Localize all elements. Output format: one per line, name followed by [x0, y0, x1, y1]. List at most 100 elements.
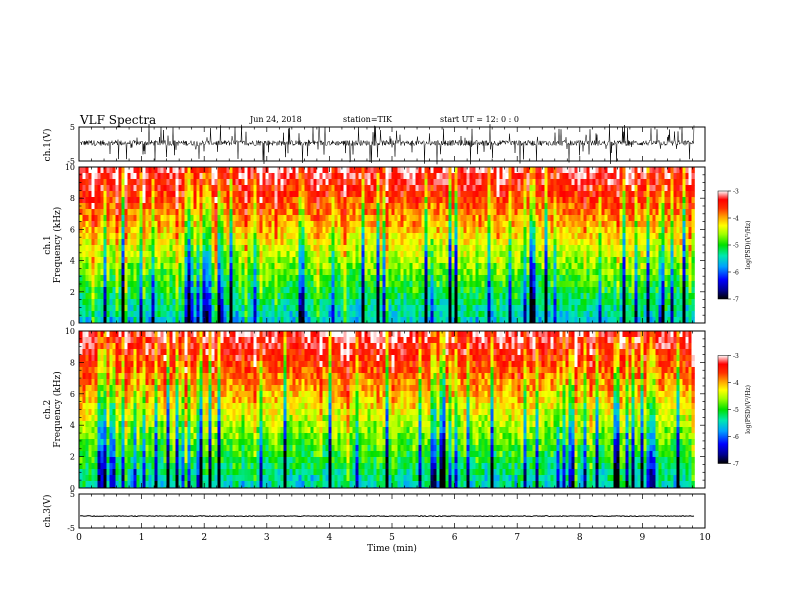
spectrogram-cell — [406, 245, 410, 252]
spectrogram-cell — [154, 191, 158, 198]
spectrogram-cell — [532, 311, 536, 318]
spectrogram-cell — [271, 281, 275, 288]
spectrogram-cell — [430, 311, 434, 318]
spectrogram-cell — [550, 185, 554, 192]
spectrogram-cell — [85, 311, 89, 318]
spectrogram-cell — [133, 305, 137, 312]
spectrogram-cell — [244, 311, 248, 318]
spectrogram-cell — [313, 197, 317, 204]
spectrogram-cell — [607, 257, 611, 264]
spectrogram-cell — [436, 215, 440, 222]
spectrogram-cell — [541, 233, 545, 240]
spectrogram-cell — [613, 317, 617, 324]
spectrogram-cell — [91, 197, 95, 204]
spectrogram-cell — [160, 263, 164, 270]
spectrogram-cell — [514, 281, 518, 288]
spectrogram-cell — [136, 203, 140, 210]
spectrogram-cell — [562, 275, 566, 282]
spectrogram-cell — [127, 275, 131, 282]
spectrogram-cell — [190, 281, 194, 288]
spectrogram-cell — [268, 203, 272, 210]
spectrogram-cell — [223, 293, 227, 300]
spectrogram-cell — [571, 305, 575, 312]
spectrogram-cell — [265, 257, 269, 264]
spectrogram-cell — [397, 299, 401, 306]
spectrogram-cell — [451, 275, 455, 282]
spectrogram-cell — [223, 281, 227, 288]
spectrogram-cell — [571, 311, 575, 318]
spectrogram-cell — [385, 185, 389, 192]
spectrogram-cell — [409, 305, 413, 312]
spectrogram-cell — [481, 275, 485, 282]
spectrogram-cell — [256, 233, 260, 240]
spectrogram-cell — [460, 299, 464, 306]
spectrogram-cell — [607, 299, 611, 306]
spectrogram-cell — [508, 239, 512, 246]
spectrogram-cell — [91, 221, 95, 228]
spectrogram-cell — [628, 299, 632, 306]
spectrogram-cell — [574, 281, 578, 288]
spectrogram-cell — [628, 179, 632, 186]
spectrogram-cell — [187, 305, 191, 312]
spectrogram-cell — [469, 239, 473, 246]
spectrogram-cell — [367, 269, 371, 276]
spectrogram-cell — [382, 221, 386, 228]
spectrogram-cell — [634, 305, 638, 312]
spectrogram-cell — [139, 197, 143, 204]
spectrogram-cell — [535, 215, 539, 222]
spectrogram-cell — [109, 215, 113, 222]
spectrogram-cell — [184, 293, 188, 300]
spectrogram-cell — [244, 251, 248, 258]
spectrogram-cell — [415, 215, 419, 222]
spectrogram-cell — [616, 299, 620, 306]
spectrogram-cell — [253, 227, 257, 234]
spectrogram-cell — [427, 191, 431, 198]
spectrogram-cell — [595, 227, 599, 234]
spectrogram-cell — [577, 179, 581, 186]
spectrogram-cell — [130, 185, 134, 192]
spectrogram-cell — [154, 197, 158, 204]
spectrogram-cell — [472, 203, 476, 210]
spectrogram-cell — [349, 173, 353, 180]
spectrogram-cell — [463, 275, 467, 282]
spectrogram-cell — [448, 227, 452, 234]
spectrogram-cell — [292, 179, 296, 186]
spectrogram-cell — [526, 287, 530, 294]
spectrogram-cell — [565, 215, 569, 222]
spectrogram-cell — [325, 173, 329, 180]
spectrogram-cell — [130, 167, 134, 174]
spectrogram-cell — [109, 275, 113, 282]
spectrogram-cell — [544, 215, 548, 222]
spectrogram-cell — [184, 191, 188, 198]
spectrogram-cell — [115, 287, 119, 294]
spectrogram-cell — [415, 305, 419, 312]
spectrogram-cell — [256, 221, 260, 228]
spectrogram-cell — [571, 215, 575, 222]
spectrogram-cell — [472, 311, 476, 318]
spectrogram-cell — [556, 209, 560, 216]
spectrogram-cell — [376, 179, 380, 186]
spectrogram-cell — [145, 287, 149, 294]
spectrogram-cell — [616, 191, 620, 198]
spectrogram-cell — [427, 311, 431, 318]
spectrogram-cell — [385, 305, 389, 312]
spectrogram-cell — [361, 251, 365, 258]
spectrogram-cell — [397, 209, 401, 216]
spectrogram-cell — [520, 179, 524, 186]
spectrogram-cell — [94, 251, 98, 258]
spectrogram-cell — [256, 281, 260, 288]
spectrogram-cell — [256, 185, 260, 192]
spectrogram-cell — [580, 275, 584, 282]
spectrogram-cell — [97, 269, 101, 276]
spectrogram-cell — [163, 299, 167, 306]
spectrogram-cell — [388, 257, 392, 264]
spectrogram-cell — [226, 251, 230, 258]
spectrogram-cell — [109, 245, 113, 252]
spectrogram-cell — [262, 209, 266, 216]
spectrogram-cell — [592, 311, 596, 318]
spectrogram-cell — [400, 275, 404, 282]
spectrogram-cell — [547, 227, 551, 234]
spectrogram-cell — [196, 197, 200, 204]
spectrogram-cell — [331, 179, 335, 186]
spectrogram-cell — [538, 251, 542, 258]
